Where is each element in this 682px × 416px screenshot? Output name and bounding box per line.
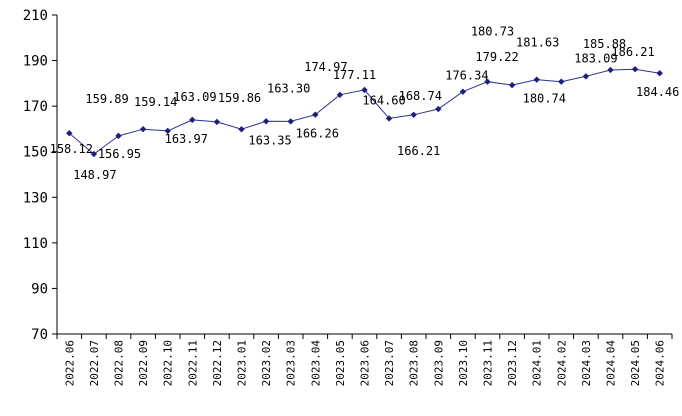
data-label: 179.22	[475, 50, 518, 64]
data-label: 186.21	[611, 45, 654, 59]
data-label: 156.95	[98, 147, 141, 161]
data-label: 148.97	[73, 168, 116, 182]
x-tick-label: 2024.03	[580, 340, 593, 386]
data-point	[262, 118, 270, 125]
x-tick-label: 2023.08	[408, 340, 421, 386]
data-label: 176.34	[445, 69, 488, 83]
x-tick-label: 2024.04	[605, 340, 618, 387]
data-point	[484, 78, 491, 85]
x-tick-label: 2024.06	[654, 340, 667, 386]
x-tick-label: 2024.01	[531, 340, 544, 386]
data-point	[189, 116, 196, 124]
data-point	[459, 88, 467, 95]
y-axis-ticks: 70 90 110 130 150 170 190 210	[23, 8, 57, 343]
x-tick-label: 2023.05	[334, 340, 347, 386]
x-tick-label: 2023.04	[309, 340, 322, 387]
data-point	[607, 66, 614, 74]
data-point	[435, 105, 442, 113]
y-tick-label: 190	[23, 54, 48, 70]
data-label: 159.14	[134, 95, 177, 109]
x-tick-label: 2024.02	[555, 340, 568, 386]
data-label: 164.60	[362, 93, 405, 107]
data-label: 180.73	[471, 25, 514, 39]
y-tick-label: 130	[23, 190, 48, 206]
x-tick-label: 2022.07	[88, 340, 101, 386]
x-tick-label: 2022.08	[113, 340, 126, 386]
data-label: 159.89	[85, 92, 128, 106]
data-point	[66, 130, 73, 137]
data-point	[385, 115, 393, 122]
series-markers	[66, 66, 663, 158]
x-tick-label: 2022.12	[211, 340, 224, 386]
x-axis-ticks: 2022.06 2022.07 2022.08 2022.09 2022.10 2022.…	[56, 334, 673, 387]
x-tick-label: 2023.07	[383, 340, 396, 386]
y-tick-label: 170	[23, 99, 48, 115]
data-point	[213, 118, 221, 126]
data-label: 166.21	[397, 144, 440, 158]
x-tick-label: 2023.02	[260, 340, 273, 386]
data-point	[336, 91, 344, 99]
x-tick-label: 2023.09	[432, 340, 445, 386]
data-labels: 158.12 148.97 156.95 159.89 159.14 163.97 163.…	[50, 25, 680, 182]
x-tick-label: 2023.11	[482, 340, 495, 386]
x-tick-label: 2023.06	[359, 340, 372, 386]
data-point	[90, 150, 98, 158]
x-tick-label: 2023.01	[236, 340, 249, 386]
data-label: 177.11	[333, 68, 376, 82]
y-tick-label: 210	[23, 8, 48, 24]
y-tick-label: 150	[23, 145, 48, 161]
x-tick-label: 2022.06	[63, 340, 76, 386]
data-label: 181.63	[516, 36, 559, 50]
data-point	[361, 86, 368, 94]
data-point	[312, 111, 319, 118]
data-label: 163.97	[165, 132, 208, 146]
data-label: 184.46	[636, 85, 679, 99]
data-point	[238, 126, 245, 133]
x-tick-label: 2022.11	[186, 340, 199, 386]
x-tick-label: 2023.12	[506, 340, 519, 386]
data-label: 185.88	[583, 37, 626, 51]
y-tick-label: 70	[31, 327, 48, 343]
data-label: 163.09	[173, 90, 216, 104]
data-label: 180.74	[523, 92, 566, 106]
data-label: 163.30	[267, 81, 310, 95]
x-tick-label: 2023.10	[457, 340, 470, 386]
data-label: 183.09	[574, 51, 617, 65]
data-point	[558, 78, 565, 85]
data-point	[410, 111, 417, 118]
data-point	[164, 127, 171, 135]
data-label: 174.97	[304, 60, 347, 74]
data-label: 158.12	[50, 142, 93, 156]
x-tick-label: 2023.03	[285, 340, 298, 386]
data-point	[115, 132, 122, 140]
data-label: 159.86	[218, 91, 261, 105]
data-label: 166.26	[296, 127, 339, 141]
x-tick-label: 2022.10	[162, 340, 175, 386]
y-tick-label: 110	[23, 236, 48, 252]
x-tick-label: 2024.05	[629, 340, 642, 386]
x-tick-label: 2022.09	[137, 340, 150, 386]
data-label: 163.35	[248, 133, 291, 147]
data-point	[533, 76, 540, 83]
data-point	[139, 125, 147, 133]
data-point	[631, 66, 639, 73]
data-point	[508, 81, 516, 89]
data-point	[582, 73, 590, 80]
data-point	[287, 118, 294, 125]
data-point	[656, 69, 663, 77]
data-label: 168.74	[399, 89, 442, 103]
y-tick-label: 90	[31, 281, 48, 297]
